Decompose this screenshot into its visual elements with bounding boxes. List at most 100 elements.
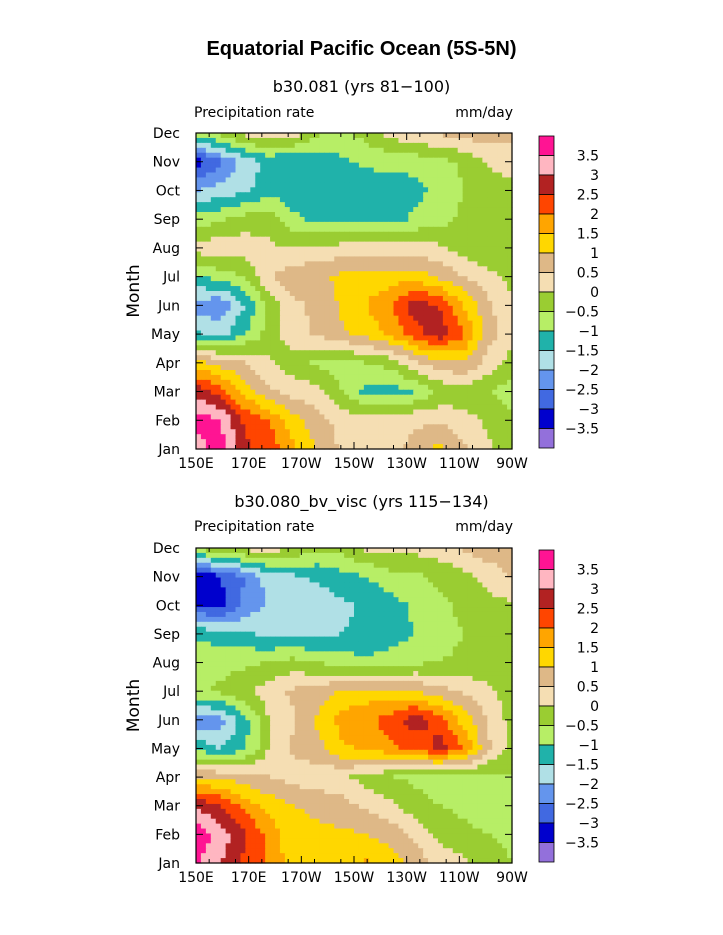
heatmap-cell [383, 241, 390, 248]
heatmap-cell [442, 345, 449, 351]
heatmap-cell [472, 320, 479, 327]
heatmap-cell [265, 197, 271, 203]
heatmap-cell [349, 325, 355, 332]
heatmap-cell [289, 592, 296, 598]
heatmap-cell [289, 552, 296, 559]
heatmap-cell [339, 266, 345, 272]
heatmap-cell [388, 592, 395, 598]
heatmap-cell [383, 577, 390, 584]
heatmap-cell [354, 355, 360, 361]
heatmap-cell [403, 370, 409, 376]
heatmap-cell [487, 286, 493, 292]
heatmap-cell [250, 350, 256, 356]
heatmap-cell [447, 137, 454, 144]
heatmap-cell [413, 572, 419, 579]
heatmap-cell [442, 548, 449, 554]
heatmap-cell [398, 345, 404, 351]
heatmap-cell [502, 133, 508, 139]
heatmap-cell [339, 187, 345, 193]
heatmap-cell [230, 365, 237, 371]
heatmap-cell [363, 241, 370, 248]
heatmap-cell [260, 187, 266, 193]
heatmap-cell [423, 325, 429, 332]
heatmap-cell [196, 266, 202, 272]
heatmap-cell [210, 345, 217, 351]
heatmap-cell [477, 212, 483, 218]
heatmap-cell [279, 137, 286, 144]
heatmap-cell [225, 300, 232, 307]
heatmap-cell [349, 207, 355, 213]
heatmap-cell [363, 557, 370, 564]
heatmap-cell [497, 330, 503, 337]
heatmap-cell [260, 286, 266, 292]
heatmap-cell [472, 325, 479, 332]
heatmap-cell [235, 152, 242, 159]
heatmap-cell [492, 236, 498, 243]
heatmap-cell [329, 320, 335, 327]
heatmap-cell [314, 261, 321, 267]
heatmap-cell [467, 142, 474, 149]
heatmap-cell [413, 300, 419, 307]
heatmap-cell [319, 310, 325, 317]
heatmap-cell [477, 137, 483, 144]
heatmap-cell [408, 236, 414, 243]
heatmap-cell [437, 266, 444, 272]
heatmap-cell [368, 587, 375, 593]
heatmap-cell [349, 212, 355, 218]
heatmap-cell [413, 266, 419, 272]
heatmap-cell [319, 370, 325, 376]
heatmap-cell [502, 330, 508, 337]
heatmap-cell [230, 266, 237, 272]
heatmap-cell [275, 177, 281, 183]
heatmap-cell [215, 345, 222, 351]
heatmap-cell [492, 320, 498, 327]
heatmap-cell [245, 291, 251, 297]
heatmap-cell [260, 315, 266, 322]
heatmap-cell [403, 602, 409, 608]
heatmap-cell [487, 266, 493, 272]
heatmap-cell [368, 187, 375, 193]
heatmap-cell [398, 256, 404, 262]
heatmap-cell [398, 241, 404, 248]
heatmap-cell [423, 256, 429, 262]
heatmap-cell [329, 325, 335, 332]
heatmap-cell [398, 137, 404, 144]
heatmap-cell [383, 552, 390, 559]
heatmap-cell [220, 320, 227, 327]
heatmap-cell [457, 340, 464, 346]
heatmap-cell [294, 370, 301, 376]
heatmap-cell [403, 182, 409, 188]
heatmap-cell [462, 152, 469, 159]
heatmap-cell [423, 236, 429, 243]
heatmap-cell [260, 271, 266, 277]
heatmap-cell [349, 597, 355, 603]
heatmap-cell [265, 350, 271, 356]
heatmap-cell [329, 552, 335, 559]
heatmap-cell [309, 207, 316, 213]
heatmap-cell [487, 345, 493, 351]
heatmap-cell [260, 295, 266, 302]
heatmap-cell [279, 167, 286, 174]
heatmap-cell [457, 305, 464, 312]
heatmap-cell [428, 567, 434, 574]
heatmap-cell [196, 345, 202, 351]
heatmap-cell [492, 572, 498, 579]
heatmap-cell [452, 567, 459, 574]
heatmap-cell [368, 241, 375, 248]
heatmap-cell [299, 197, 306, 203]
heatmap-cell [270, 177, 276, 183]
heatmap-cell [245, 212, 251, 218]
heatmap-cell [358, 177, 365, 183]
heatmap-cell [220, 192, 227, 198]
heatmap-cell [442, 597, 449, 603]
heatmap-cell [477, 133, 483, 139]
heatmap-cell [196, 207, 202, 213]
heatmap-cell [393, 291, 400, 297]
heatmap-cell [329, 207, 335, 213]
heatmap-cell [368, 300, 375, 307]
heatmap-cell [442, 562, 449, 569]
heatmap-cell [349, 281, 355, 287]
heatmap-cell [408, 187, 414, 193]
heatmap-cell [250, 310, 256, 317]
heatmap-cell [428, 572, 434, 579]
